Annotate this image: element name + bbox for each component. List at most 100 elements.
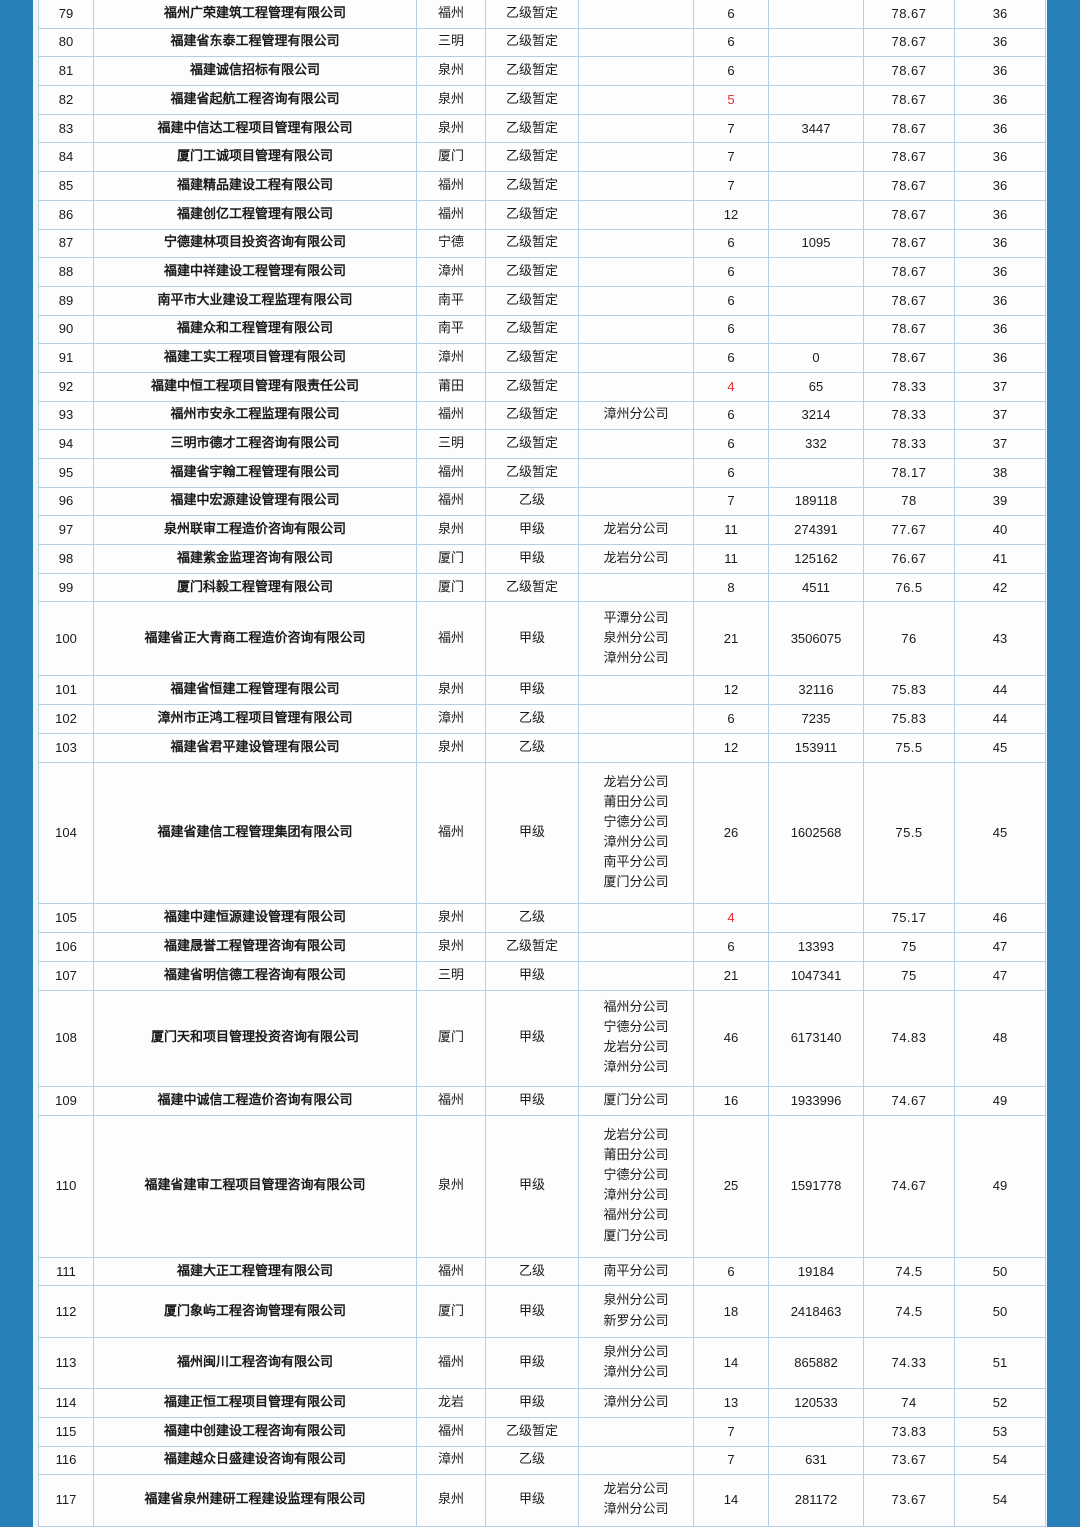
- city-cell: 厦门: [416, 544, 486, 574]
- branch-name: 厦门分公司: [603, 1092, 669, 1108]
- company-name-cell[interactable]: 福州广荣建筑工程管理有限公司: [93, 0, 417, 29]
- company-name-cell[interactable]: 福州市安永工程监理有限公司: [93, 400, 417, 431]
- company-name-cell[interactable]: 福建省恒建工程管理有限公司: [93, 675, 417, 706]
- company-name-cell[interactable]: 厦门天和项目管理投资咨询有限公司: [93, 989, 417, 1088]
- row-index-cell: 88: [38, 257, 94, 287]
- score-cell: 78.67: [863, 0, 955, 29]
- company-name-cell[interactable]: 南平市大业建设工程监理有限公司: [93, 285, 417, 316]
- company-name-cell[interactable]: 福建中恒工程项目管理有限责任公司: [93, 371, 417, 402]
- company-name-cell[interactable]: 福建诚信招标有限公司: [93, 56, 417, 87]
- registered-count-cell: 8: [693, 572, 769, 603]
- table-row: 116 福建越众日盛建设咨询有限公司 漳州 乙级 7 631 73.67 54: [38, 1445, 1046, 1476]
- city-cell: 泉州: [416, 732, 486, 763]
- grade-cell: 甲级: [485, 1388, 579, 1418]
- business-volume-cell: 6173140: [768, 989, 864, 1088]
- rank-cell: 36: [954, 56, 1046, 87]
- company-name-cell[interactable]: 福建晟誉工程管理咨询有限公司: [93, 932, 417, 962]
- city-cell: 泉州: [416, 85, 486, 115]
- company-name-cell[interactable]: 福建大正工程管理有限公司: [93, 1256, 417, 1287]
- company-name-cell[interactable]: 漳州市正鸿工程项目管理有限公司: [93, 704, 417, 734]
- registered-count-value: 6: [727, 235, 735, 251]
- grade-cell: 乙级暂定: [485, 1416, 579, 1447]
- city-cell: 南平: [416, 314, 486, 345]
- company-name-cell[interactable]: 福建省建信工程管理集团有限公司: [93, 761, 417, 905]
- company-name-cell[interactable]: 福建中信达工程项目管理有限公司: [93, 113, 417, 144]
- company-name-cell[interactable]: 福建中宏源建设管理有限公司: [93, 486, 417, 517]
- company-name-cell[interactable]: 福建正恒工程项目管理有限公司: [93, 1388, 417, 1418]
- registered-count-cell: 46: [693, 989, 769, 1088]
- city-cell: 福州: [416, 400, 486, 431]
- branch-list-cell: [578, 314, 694, 345]
- grade-cell: 乙级暂定: [485, 27, 579, 58]
- rank-cell: 49: [954, 1114, 1046, 1258]
- registered-count-value: 11: [724, 522, 738, 538]
- table-row: 112 厦门象屿工程咨询管理有限公司 厦门 甲级 泉州分公司 新罗分公司 18 2418463…: [38, 1285, 1046, 1338]
- branch-list-cell: [578, 704, 694, 734]
- company-name-cell[interactable]: 泉州联审工程造价咨询有限公司: [93, 515, 417, 546]
- company-name-cell[interactable]: 福建紫金监理咨询有限公司: [93, 544, 417, 574]
- company-name-cell[interactable]: 厦门科毅工程管理有限公司: [93, 572, 417, 603]
- company-name-cell[interactable]: 厦门工诚项目管理有限公司: [93, 142, 417, 173]
- company-name-cell[interactable]: 厦门象屿工程咨询管理有限公司: [93, 1285, 417, 1338]
- company-name-cell[interactable]: 福建省东泰工程管理有限公司: [93, 27, 417, 58]
- table-row: 87 宁德建林项目投资咨询有限公司 宁德 乙级暂定 6 1095 78.67 36: [38, 228, 1046, 259]
- city-cell: 厦门: [416, 989, 486, 1088]
- table-row: 82 福建省起航工程咨询有限公司 泉州 乙级暂定 5 78.67 36: [38, 85, 1046, 115]
- business-volume-cell: 189118: [768, 486, 864, 517]
- score-cell: 76: [863, 601, 955, 677]
- branch-list-cell: 泉州分公司 漳州分公司: [578, 1336, 694, 1390]
- score-cell: 78.67: [863, 228, 955, 259]
- company-name-cell[interactable]: 福建工实工程项目管理有限公司: [93, 343, 417, 373]
- score-cell: 78.67: [863, 199, 955, 230]
- company-name-cell[interactable]: 福建中创建设工程咨询有限公司: [93, 1416, 417, 1447]
- registered-count-value: 6: [727, 464, 735, 480]
- score-cell: 76.5: [863, 572, 955, 603]
- registered-count-cell: 6: [693, 704, 769, 734]
- company-name-cell[interactable]: 福建省明信德工程咨询有限公司: [93, 960, 417, 991]
- company-name-cell[interactable]: 福建省宇翰工程管理有限公司: [93, 458, 417, 488]
- company-name-cell[interactable]: 福建省君平建设管理有限公司: [93, 732, 417, 763]
- registered-count-value: 6: [727, 63, 735, 79]
- table-row: 81 福建诚信招标有限公司 泉州 乙级暂定 6 78.67 36: [38, 56, 1046, 87]
- grade-cell: 甲级: [485, 601, 579, 677]
- company-name-cell[interactable]: 福建创亿工程管理有限公司: [93, 199, 417, 230]
- branch-name: 漳州分公司: [603, 834, 669, 850]
- grade-cell: 甲级: [485, 1114, 579, 1258]
- table-row: 111 福建大正工程管理有限公司 福州 乙级 南平分公司 6 19184 74.5 50: [38, 1256, 1046, 1287]
- business-volume-cell: [768, 142, 864, 173]
- registered-count-cell: 26: [693, 761, 769, 905]
- score-cell: 78: [863, 486, 955, 517]
- company-name-cell[interactable]: 福建省起航工程咨询有限公司: [93, 85, 417, 115]
- city-cell: 福州: [416, 1416, 486, 1447]
- company-name-cell[interactable]: 福建省建审工程项目管理咨询有限公司: [93, 1114, 417, 1258]
- rank-cell: 36: [954, 199, 1046, 230]
- registered-count-value: 6: [727, 938, 735, 954]
- company-name-cell[interactable]: 福建中建恒源建设管理有限公司: [93, 903, 417, 934]
- row-index-cell: 86: [38, 199, 94, 230]
- business-volume-cell: 281172: [768, 1474, 864, 1527]
- row-index-cell: 106: [38, 932, 94, 962]
- company-name-cell[interactable]: 福建中诚信工程造价咨询有限公司: [93, 1086, 417, 1116]
- company-name-cell[interactable]: 福建众和工程管理有限公司: [93, 314, 417, 345]
- company-name-cell[interactable]: 福建越众日盛建设咨询有限公司: [93, 1445, 417, 1476]
- table-row: 98 福建紫金监理咨询有限公司 厦门 甲级 龙岩分公司 11 125162 76.67 41: [38, 544, 1046, 574]
- grade-cell: 乙级暂定: [485, 343, 579, 373]
- city-cell: 宁德: [416, 228, 486, 259]
- company-name-cell[interactable]: 福州闽川工程咨询有限公司: [93, 1336, 417, 1390]
- registered-count-value: 6: [727, 350, 735, 366]
- business-volume-cell: [768, 199, 864, 230]
- branch-list-cell: [578, 142, 694, 173]
- company-name-cell[interactable]: 福建省正大青商工程造价咨询有限公司: [93, 601, 417, 677]
- company-name-cell[interactable]: 宁德建林项目投资咨询有限公司: [93, 228, 417, 259]
- row-index-cell: 102: [38, 704, 94, 734]
- company-name-cell[interactable]: 三明市德才工程咨询有限公司: [93, 429, 417, 459]
- company-name-cell[interactable]: 福建中祥建设工程管理有限公司: [93, 257, 417, 287]
- branch-name: 龙岩分公司: [603, 1482, 669, 1498]
- rank-cell: 39: [954, 486, 1046, 517]
- rank-cell: 44: [954, 675, 1046, 706]
- company-name-cell[interactable]: 福建省泉州建研工程建设监理有限公司: [93, 1474, 417, 1527]
- branch-list-cell: [578, 675, 694, 706]
- row-index-cell: 95: [38, 458, 94, 488]
- branch-name: 泉州分公司: [603, 1293, 669, 1309]
- company-name-cell[interactable]: 福建精品建设工程有限公司: [93, 171, 417, 201]
